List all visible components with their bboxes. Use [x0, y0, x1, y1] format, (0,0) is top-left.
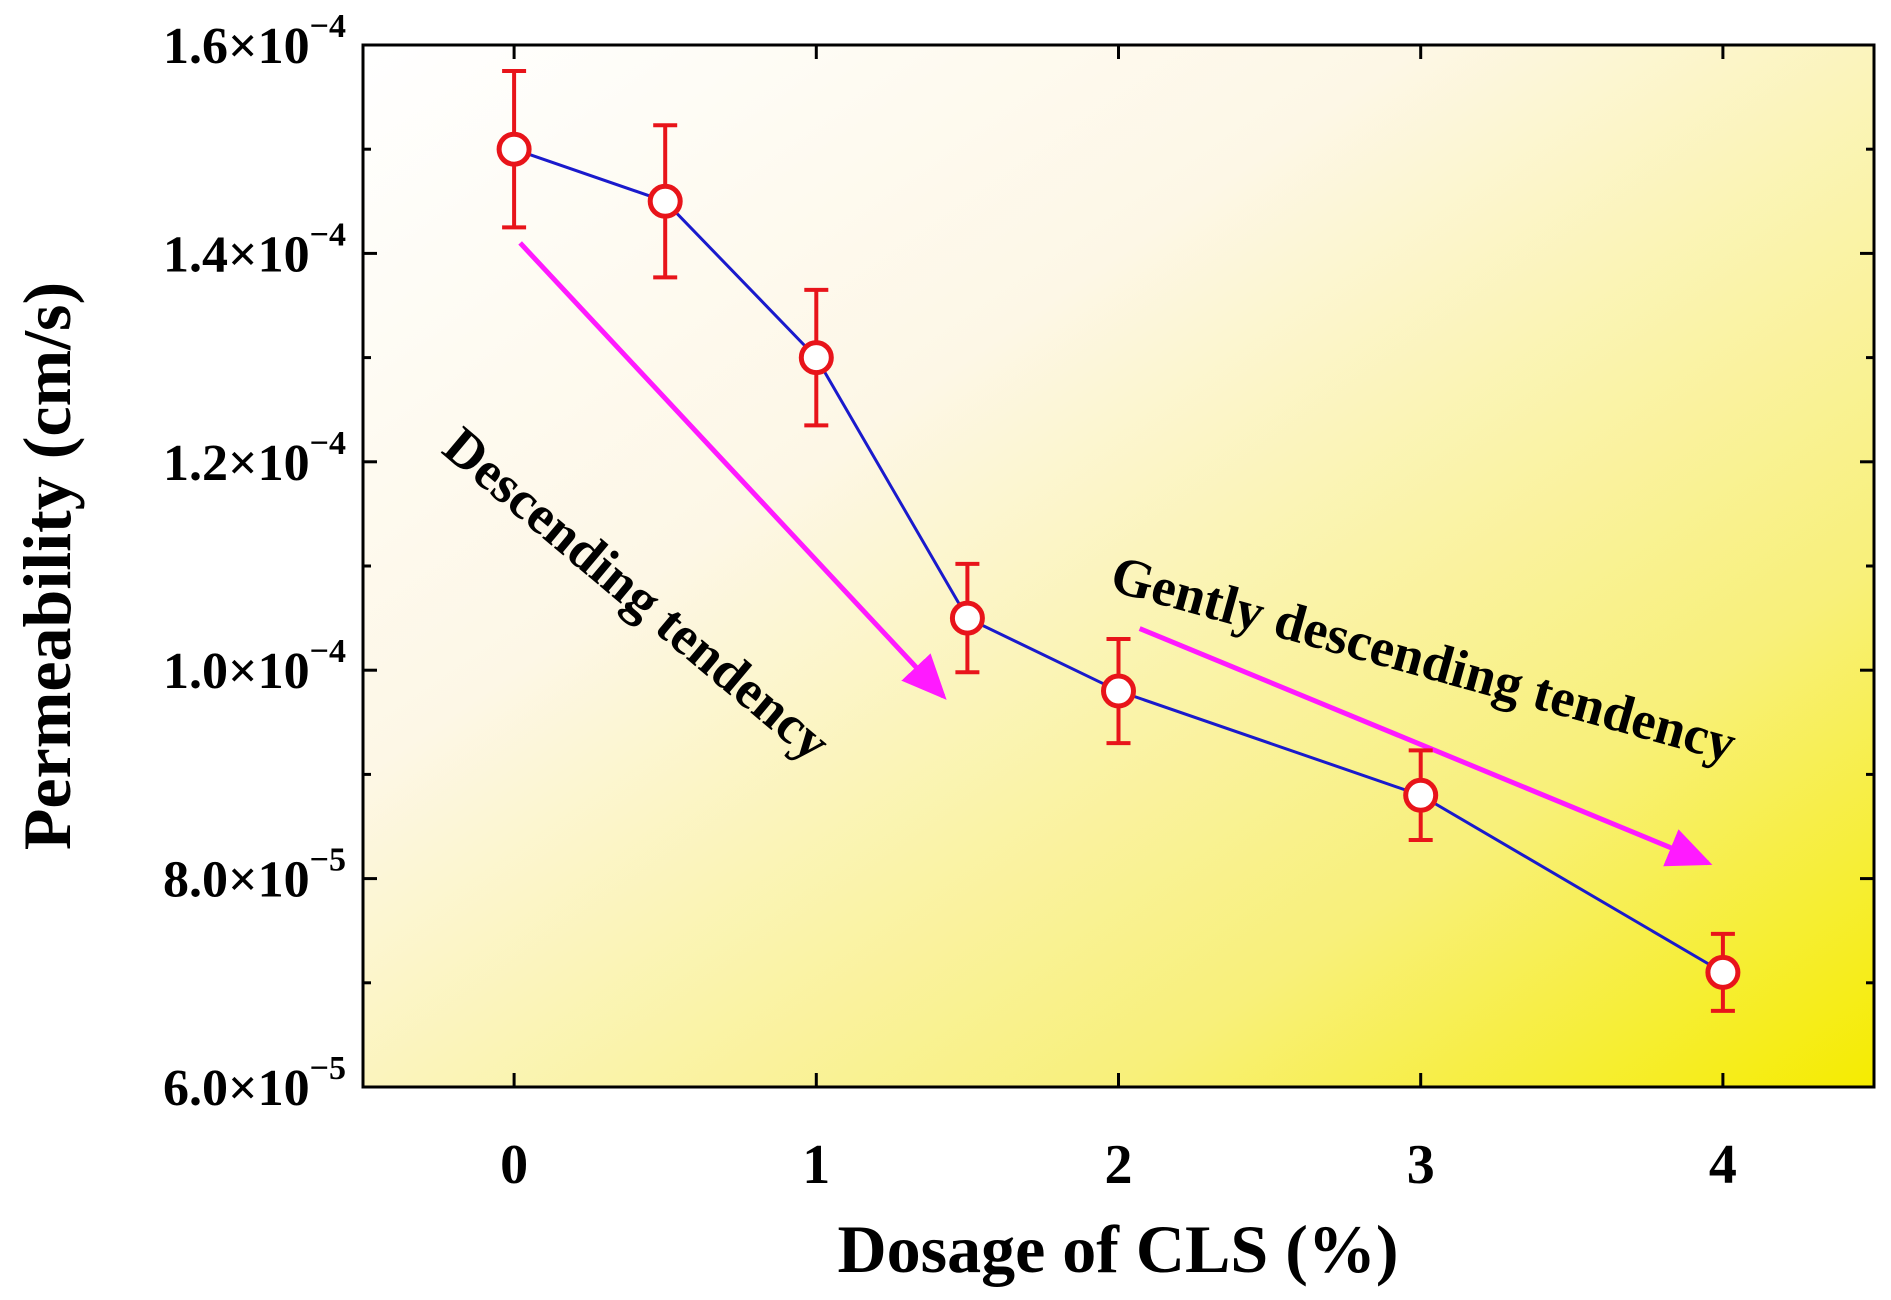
y-tick-mantissa: 1.6×10 [163, 18, 310, 75]
y-axis-title: Permeability (cm/s) [9, 282, 85, 850]
x-tick-label: 3 [1407, 1134, 1435, 1196]
y-tick-exponent: −4 [310, 425, 346, 462]
y-tick-exponent: −4 [310, 216, 346, 253]
x-tick-label: 1 [802, 1134, 830, 1196]
y-tick-mantissa: 1.2×10 [163, 435, 310, 492]
y-tick-mantissa: 8.0×10 [163, 852, 310, 909]
y-tick-mantissa: 1.0×10 [163, 643, 310, 700]
y-tick-mantissa: 1.4×10 [163, 226, 310, 283]
y-tick-mantissa: 6.0×10 [163, 1060, 310, 1117]
y-tick-exponent: −5 [310, 842, 346, 879]
y-tick-label: 1.4×10−4 [163, 216, 346, 283]
y-tick-labels: 6.0×10−58.0×10−51.0×10−41.2×10−41.4×10−4… [163, 8, 346, 1117]
data-point [496, 131, 532, 167]
data-point [949, 600, 985, 636]
data-point [647, 183, 683, 219]
annotation-arrow-2 [1138, 626, 1713, 867]
annotation-arrow-1 [518, 241, 947, 700]
data-point [1705, 954, 1741, 990]
x-axis-title: Dosage of CLS (%) [838, 1211, 1399, 1287]
x-tick-label: 4 [1709, 1134, 1737, 1196]
series-layer [496, 69, 1741, 1013]
x-tick-labels: 0 1 2 3 4 [500, 1134, 1737, 1196]
y-tick-exponent: −4 [310, 8, 346, 45]
y-tick-label: 8.0×10−5 [163, 842, 346, 909]
axis-ticks [363, 43, 1874, 1089]
x-tick-label: 2 [1105, 1134, 1133, 1196]
y-tick-label: 6.0×10−5 [163, 1050, 346, 1117]
data-point [1403, 777, 1439, 813]
y-tick-label: 1.6×10−4 [163, 8, 346, 75]
y-tick-label: 1.0×10−4 [163, 633, 346, 700]
y-tick-exponent: −5 [310, 1050, 346, 1087]
x-tick-label: 0 [500, 1134, 528, 1196]
data-point [1101, 673, 1136, 709]
y-tick-exponent: −4 [310, 633, 346, 670]
y-tick-label: 1.2×10−4 [163, 425, 346, 492]
annotation-arrows [518, 241, 1713, 867]
data-point [798, 340, 834, 376]
